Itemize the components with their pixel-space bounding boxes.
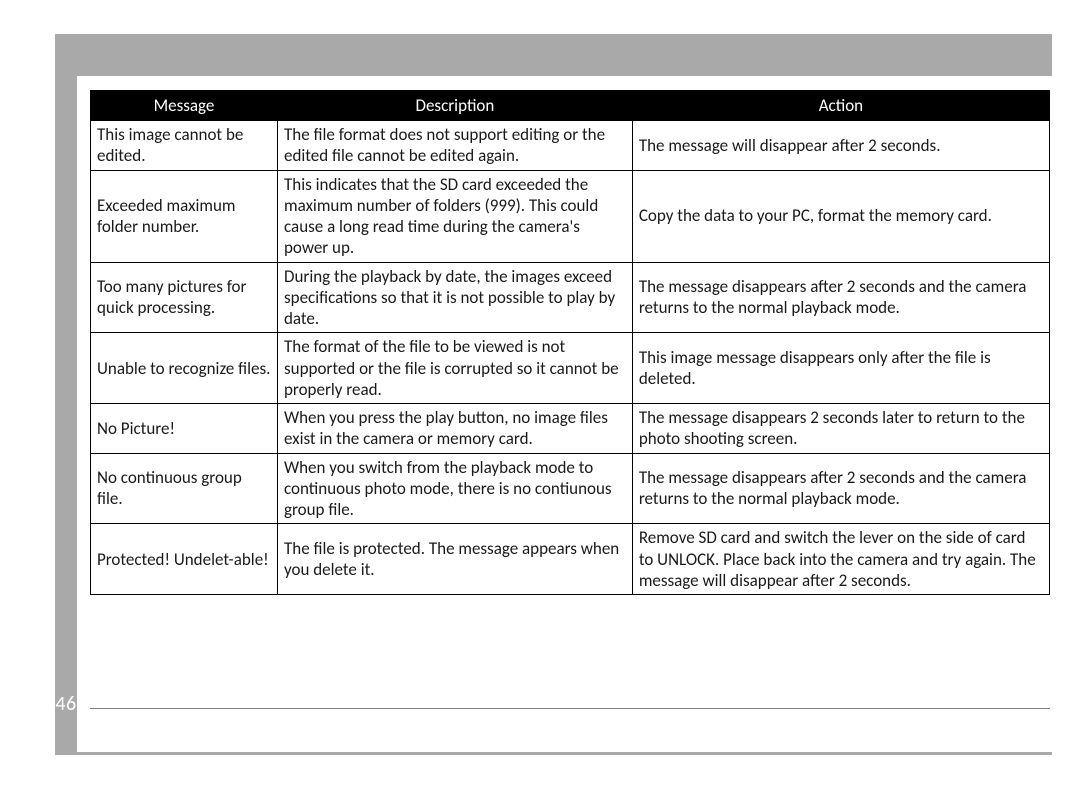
table-row: Protected! Undelet-able! The file is pro… (91, 524, 1050, 595)
page: 46 Message Description Action This image… (0, 0, 1080, 785)
cell-message: No continuous group file. (91, 453, 278, 524)
table-row: Too many pictures for quick processing. … (91, 262, 1050, 333)
table-header-row: Message Description Action (91, 91, 1050, 121)
col-header-action: Action (632, 91, 1049, 121)
content-area: Message Description Action This image ca… (90, 90, 1050, 595)
header-band (55, 34, 1052, 76)
cell-description: This indicates that the SD card exceeded… (278, 170, 633, 262)
cell-description: When you press the play button, no image… (278, 404, 633, 454)
cell-description: When you switch from the playback mode t… (278, 453, 633, 524)
cell-action: This image message disappears only after… (632, 333, 1049, 404)
cell-action: The message disappears after 2 seconds a… (632, 262, 1049, 333)
cell-message: No Picture! (91, 404, 278, 454)
cell-description: The file is protected. The message appea… (278, 524, 633, 595)
cell-action: The message disappears after 2 seconds a… (632, 453, 1049, 524)
footer-band (55, 752, 1052, 755)
cell-message: This image cannot be edited. (91, 121, 278, 171)
table-row: Exceeded maximum folder number. This ind… (91, 170, 1050, 262)
cell-message: Exceeded maximum folder number. (91, 170, 278, 262)
cell-message: Protected! Undelet-able! (91, 524, 278, 595)
col-header-message: Message (91, 91, 278, 121)
cell-action: The message disappears 2 seconds later t… (632, 404, 1049, 454)
col-header-description: Description (278, 91, 633, 121)
table-row: No continuous group file. When you switc… (91, 453, 1050, 524)
table-row: Unable to recognize files. The format of… (91, 333, 1050, 404)
cell-message: Too many pictures for quick processing. (91, 262, 278, 333)
cell-description: During the playback by date, the images … (278, 262, 633, 333)
side-band (55, 34, 77, 754)
cell-description: The file format does not support editing… (278, 121, 633, 171)
table-row: No Picture! When you press the play butt… (91, 404, 1050, 454)
cell-message: Unable to recognize files. (91, 333, 278, 404)
cell-action: The message will disappear after 2 secon… (632, 121, 1049, 171)
messages-table: Message Description Action This image ca… (90, 90, 1050, 595)
cell-description: The format of the file to be viewed is n… (278, 333, 633, 404)
footer-rule (90, 708, 1050, 709)
cell-action: Copy the data to your PC, format the mem… (632, 170, 1049, 262)
page-number: 46 (55, 692, 77, 716)
table-row: This image cannot be edited. The file fo… (91, 121, 1050, 171)
cell-action: Remove SD card and switch the lever on t… (632, 524, 1049, 595)
